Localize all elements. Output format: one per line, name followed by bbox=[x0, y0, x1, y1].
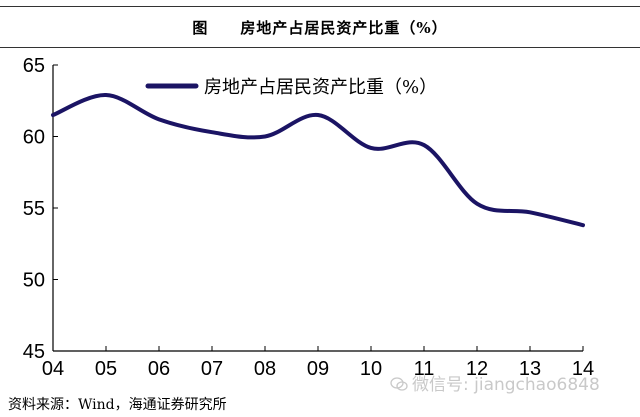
y-tick-label: 45 bbox=[23, 341, 45, 363]
x-tick-label: 06 bbox=[148, 358, 170, 380]
x-tick-label: 09 bbox=[307, 358, 329, 380]
x-tick-label: 12 bbox=[466, 358, 488, 380]
x-tick-label: 14 bbox=[572, 358, 594, 380]
y-tick-label: 65 bbox=[23, 55, 45, 77]
x-tick-label: 08 bbox=[254, 358, 276, 380]
series-line bbox=[51, 93, 585, 228]
x-tick-label: 04 bbox=[42, 358, 64, 380]
watermark-text: 微信号: jiangchao6848 bbox=[412, 375, 600, 395]
figure-title: 图 房地产占居民资产比重（%） bbox=[192, 19, 448, 37]
wechat-icon bbox=[390, 377, 408, 391]
y-tick-label: 55 bbox=[23, 198, 45, 220]
top-rule bbox=[0, 6, 640, 7]
title-rule bbox=[0, 47, 640, 48]
x-tick-label: 13 bbox=[519, 358, 541, 380]
x-tick-label: 05 bbox=[95, 358, 117, 380]
source-note: 资料来源：Wind，海通证券研究所 bbox=[8, 397, 227, 413]
x-tick-label: 11 bbox=[414, 358, 435, 380]
y-tick-label: 50 bbox=[23, 270, 45, 292]
watermark: 微信号: jiangchao6848 bbox=[390, 370, 600, 395]
legend-label: 房地产占居民资产比重（%） bbox=[204, 77, 437, 98]
x-tick-label: 10 bbox=[360, 358, 382, 380]
y-tick-label: 60 bbox=[23, 127, 45, 149]
x-tick-label: 07 bbox=[201, 358, 223, 380]
